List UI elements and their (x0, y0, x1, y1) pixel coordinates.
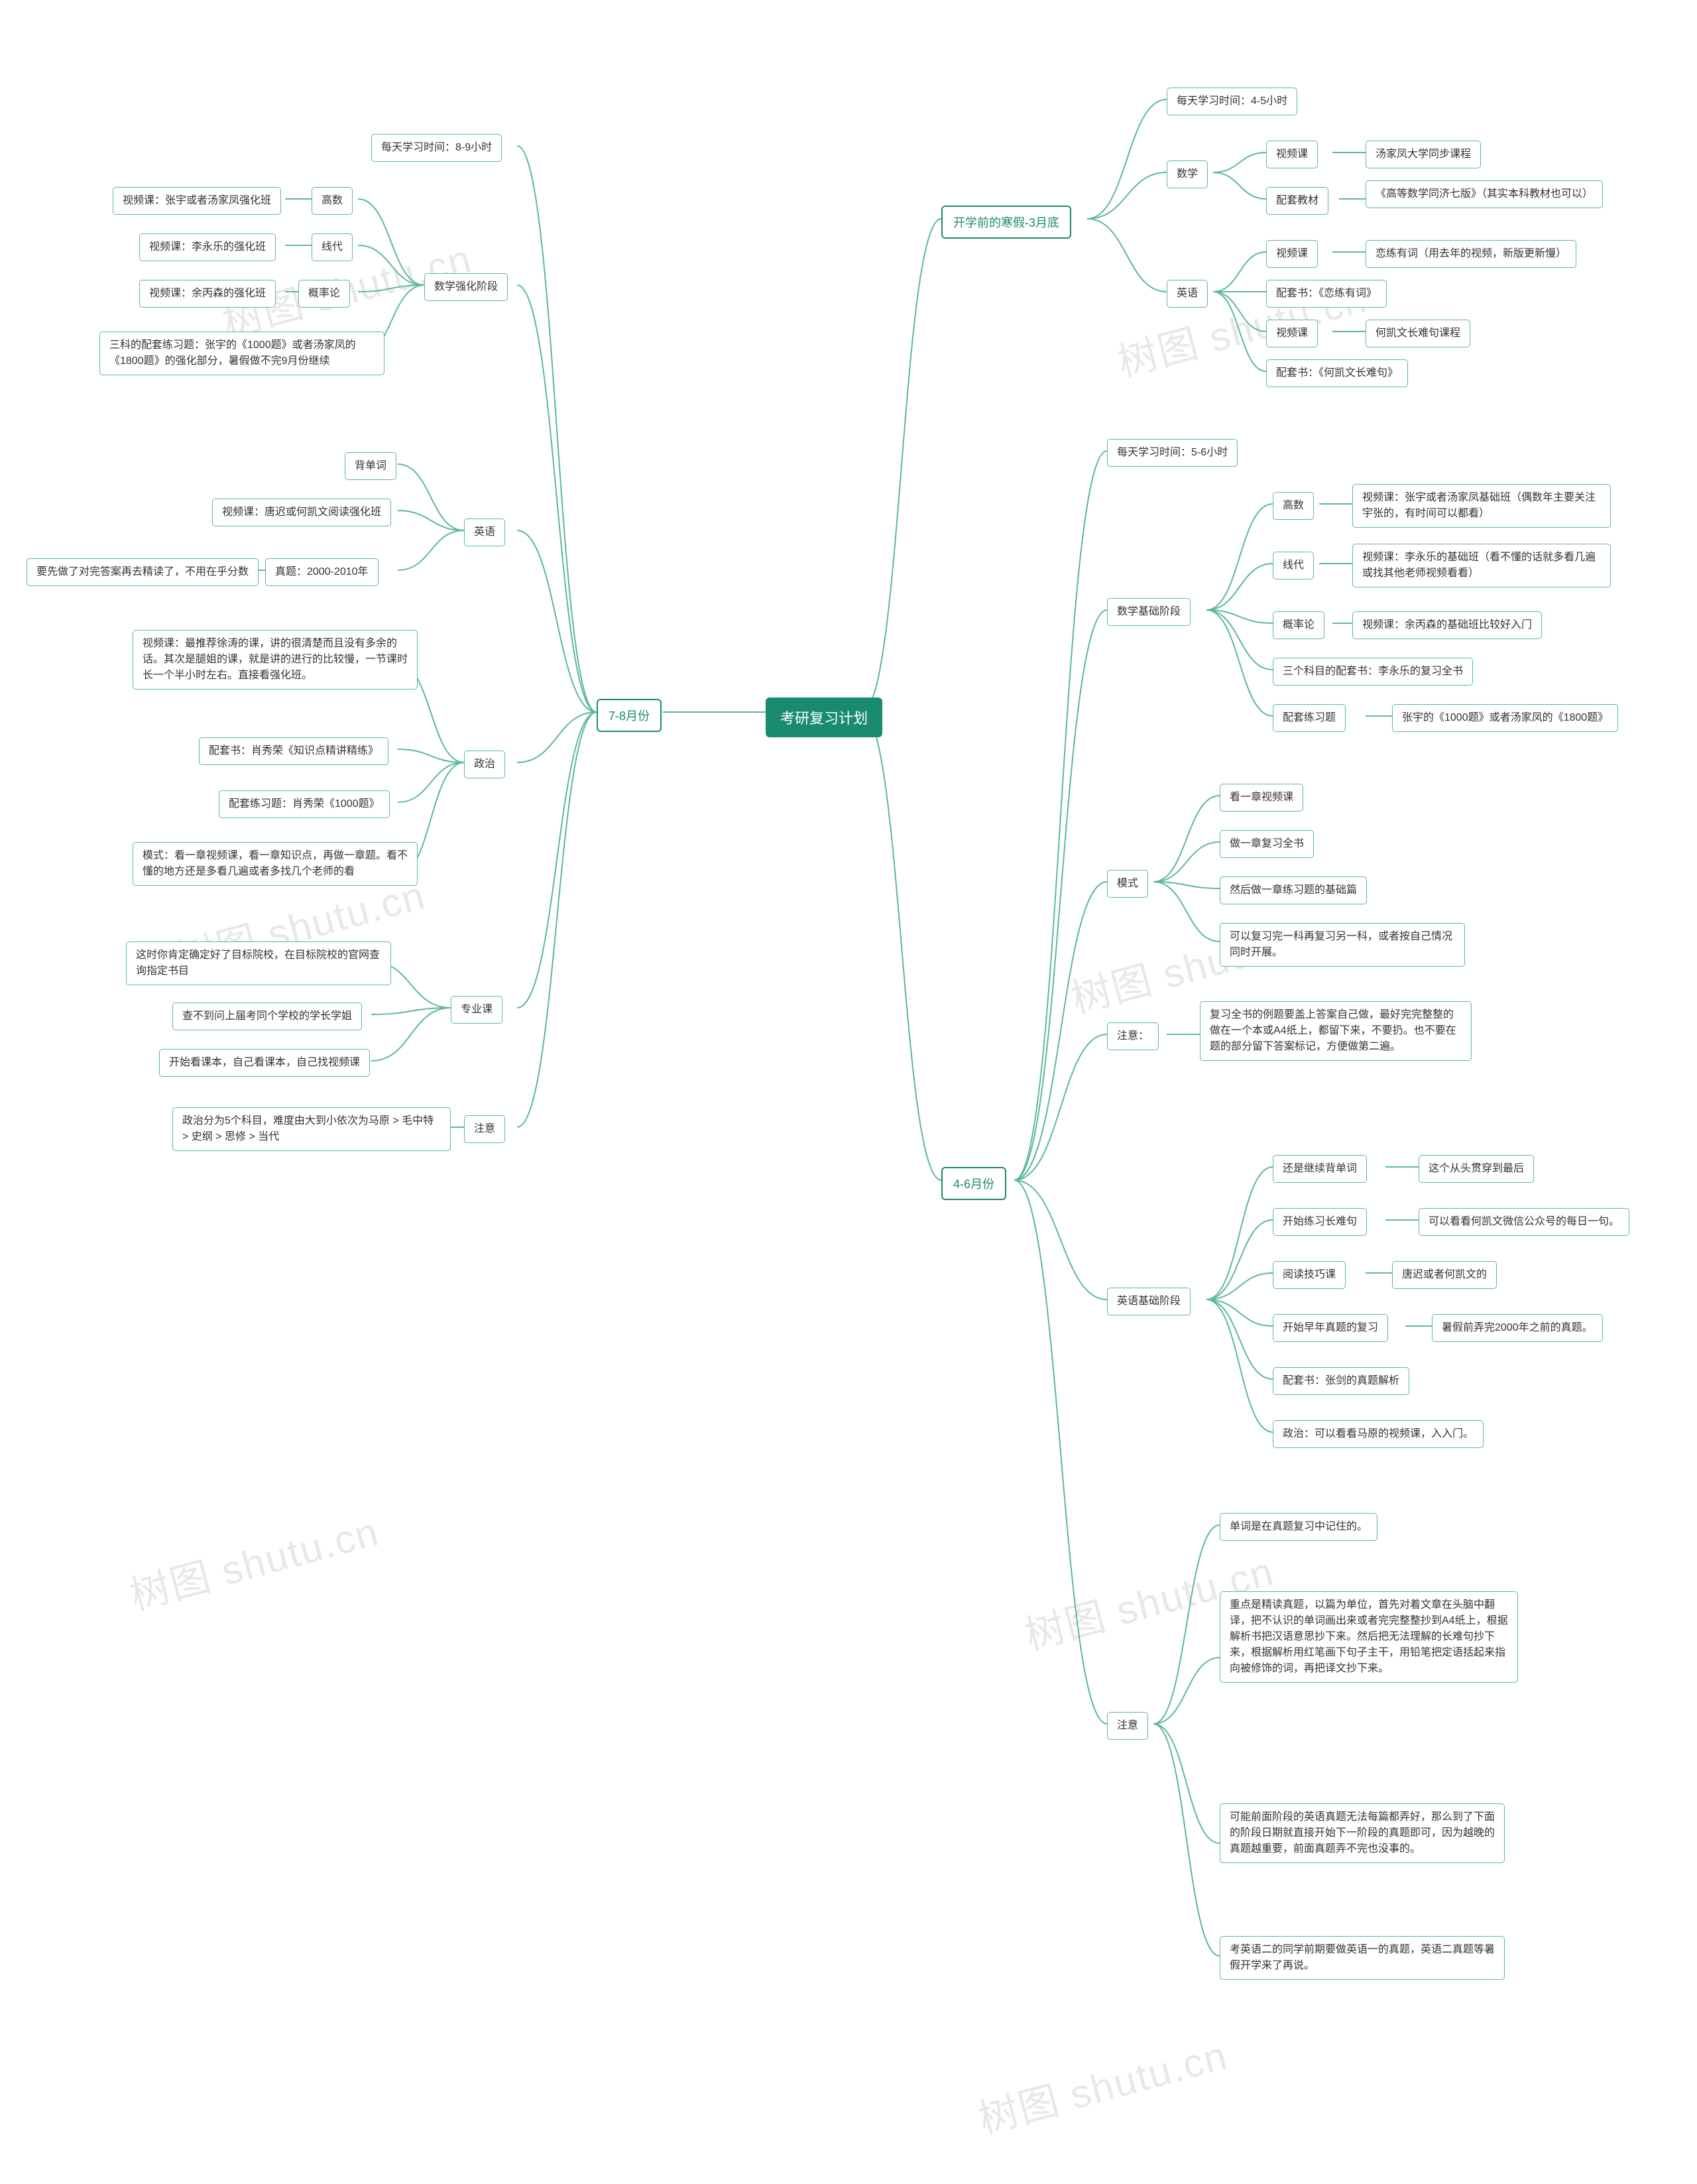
period3-node: 7-8月份 (597, 699, 662, 732)
p2-xian-d: 视频课：李永乐的基础班（看不懂的话就多看几遍或找其他老师视频看看） (1352, 544, 1611, 587)
p3-pol-mode: 模式：看一章视频课，看一章知识点，再做一章题。看不懂的地方还是多看几遍或者多找几… (133, 842, 418, 886)
p2-politics: 政治：可以看看马原的视频课，入入门。 (1273, 1420, 1484, 1448)
p2-n2: 重点是精读真题，以篇为单位，首先对着文章在头脑中翻译，把不认识的单词画出来或者完… (1220, 1591, 1518, 1683)
period1-studytime: 每天学习时间：4-5小时 (1167, 88, 1297, 115)
p3-gai: 概率论 (298, 280, 350, 308)
period1-math-video-detail: 汤家凤大学同步课程 (1366, 141, 1481, 168)
p3-pol-video: 视频课：最推荐徐涛的课，讲的很清楚而且没有多余的话。其次是腿姐的课，就是讲的进行… (133, 630, 418, 690)
p3-m1: 这时你肯定确定好了目标院校，在目标院校的官网查询指定书目 (126, 941, 391, 985)
p3-xian-d: 视频课：李永乐的强化班 (139, 233, 276, 261)
p2-mode-2: 做一章复习全书 (1220, 830, 1314, 858)
p3-major: 专业课 (451, 996, 502, 1024)
p2-n1: 单词是在真题复习中记住的。 (1220, 1513, 1377, 1541)
period1-node: 开学前的寒假-3月底 (941, 206, 1071, 239)
p3-note-d: 政治分为5个科目，难度由大到小依次为马原 > 毛中特 > 史纲 > 思修 > 当… (172, 1107, 451, 1151)
p3-english: 英语 (464, 518, 505, 546)
period1-math-material-detail: 《高等数学同济七版》（其实本科教材也可以） (1366, 180, 1603, 208)
p2-vocab-d: 这个从头贯穿到最后 (1419, 1155, 1534, 1183)
p3-gai-d: 视频课：余丙森的强化班 (139, 280, 276, 308)
p2-n4: 考英语二的同学前期要做英语一的真题，英语二真题等暑假开学来了再说。 (1220, 1936, 1505, 1980)
p3-past-d: 要先做了对完答案再去精读了，不用在乎分数 (27, 558, 259, 586)
period2-node: 4-6月份 (941, 1167, 1006, 1200)
period2-studytime: 每天学习时间：5-6小时 (1107, 439, 1238, 467)
p2-gai: 概率论 (1273, 611, 1324, 639)
p3-mathenhance: 数学强化阶段 (424, 273, 508, 301)
period1-eng-video2: 视频课 (1266, 320, 1318, 347)
p3-video: 视频课：唐迟或何凯文阅读强化班 (212, 499, 391, 526)
period1-eng-video2-detail: 何凯文长难句课程 (1366, 320, 1470, 347)
p2-xian: 线代 (1273, 552, 1314, 579)
period1-math-material: 配套教材 (1266, 187, 1328, 215)
p3-gao-d: 视频课：张宇或者汤家凤强化班 (113, 187, 281, 215)
p2-past-d: 暑假前弄完2000年之前的真题。 (1432, 1314, 1603, 1342)
p2-n3: 可能前面阶段的英语真题无法每篇都弄好，那么到了下面的阶段日期就直接开始下一阶段的… (1220, 1803, 1505, 1863)
p2-vocab: 还是继续背单词 (1273, 1155, 1367, 1183)
p2-engbook: 配套书：张剑的真题解析 (1273, 1367, 1409, 1395)
p2-books: 三个科目的配套书：李永乐的复习全书 (1273, 658, 1473, 686)
p3-xian: 线代 (312, 233, 353, 261)
p2-read: 阅读技巧课 (1273, 1261, 1346, 1289)
period1-eng-book1: 配套书：《恋练有词》 (1266, 280, 1387, 308)
p2-long-d: 可以看看何凯文微信公众号的每日一句。 (1419, 1208, 1629, 1236)
p3-past: 真题：2000-2010年 (265, 558, 379, 586)
p3-politics: 政治 (464, 751, 505, 778)
watermark: 树图 shutu.cn (971, 2024, 1233, 2146)
period1-eng-video1-detail: 恋练有词（用去年的视频，新版更新慢） (1366, 240, 1576, 268)
p2-past: 开始早年真题的复习 (1273, 1314, 1388, 1342)
p2-notes: 注意 (1107, 1712, 1148, 1740)
p2-ex-d: 张宇的《1000题》或者汤家凤的《1800题》 (1392, 704, 1618, 732)
p2-ex: 配套练习题 (1273, 704, 1346, 732)
period1-eng-book2: 配套书：《何凯文长难句》 (1266, 359, 1408, 387)
p2-long: 开始练习长难句 (1273, 1208, 1367, 1236)
p2-gao-d: 视频课：张宇或者汤家凤基础班（偶数年主要关注宇张的，有时间可以都看） (1352, 484, 1611, 528)
p3-vocab: 背单词 (345, 452, 396, 480)
p2-mode-4: 可以复习完一科再复习另一科，或者按自己情况同时开展。 (1220, 923, 1465, 967)
p2-read-d: 唐迟或者何凯文的 (1392, 1261, 1497, 1289)
period1-eng-video1: 视频课 (1266, 240, 1318, 268)
p2-mode: 模式 (1107, 870, 1148, 898)
root-node: 考研复习计划 (766, 698, 882, 737)
p2-note-d: 复习全书的例题要盖上答案自己做，最好完完整整的做在一个本或A4纸上，都留下来，不… (1200, 1001, 1472, 1061)
watermark: 树图 shutu.cn (123, 1500, 384, 1622)
period1-english: 英语 (1167, 280, 1208, 308)
period1-math: 数学 (1167, 160, 1208, 188)
p3-ex: 三科的配套练习题：张宇的《1000题》或者汤家凤的《1800题》的强化部分，暑假… (99, 332, 384, 375)
p2-gai-d: 视频课：余丙森的基础班比较好入门 (1352, 611, 1542, 639)
p3-gao: 高数 (312, 187, 353, 215)
p3-m3: 开始看课本，自己看课本，自己找视频课 (159, 1049, 370, 1077)
period2-mathbasic: 数学基础阶段 (1107, 598, 1191, 626)
p2-gao: 高数 (1273, 492, 1314, 520)
p2-mode-1: 看一章视频课 (1220, 784, 1303, 812)
p3-pol-book: 配套书：肖秀荣《知识点精讲精练》 (199, 737, 388, 765)
p2-engbasic: 英语基础阶段 (1107, 1288, 1191, 1315)
p2-note: 注意： (1107, 1022, 1159, 1050)
p3-note: 注意 (464, 1115, 505, 1143)
p3-pol-ex: 配套练习题：肖秀荣《1000题》 (219, 790, 390, 818)
period1-math-video: 视频课 (1266, 141, 1318, 168)
p3-studytime: 每天学习时间：8-9小时 (371, 134, 502, 162)
p3-m2: 查不到问上届考同个学校的学长学姐 (172, 1002, 362, 1030)
p2-mode-3: 然后做一章练习题的基础篇 (1220, 877, 1367, 904)
